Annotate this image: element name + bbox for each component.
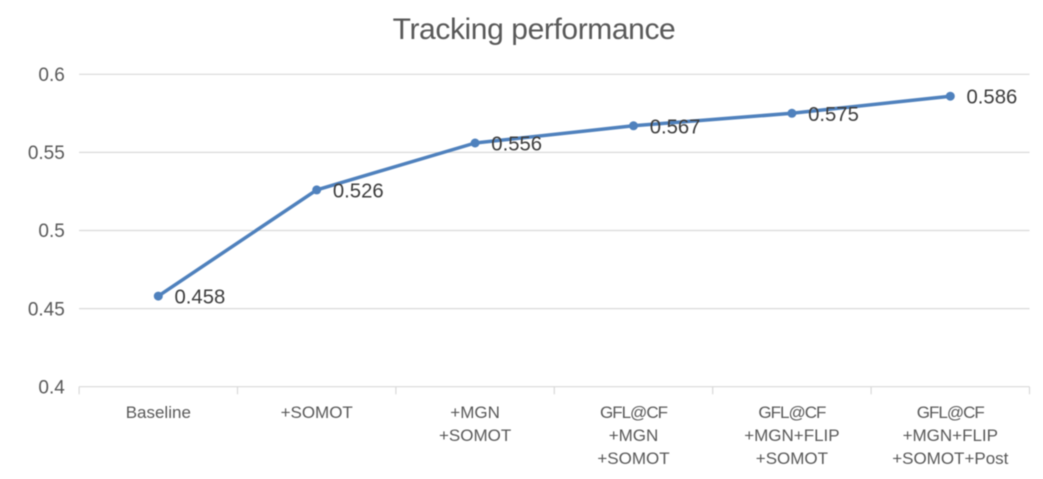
svg-text:0.556: 0.556 bbox=[491, 134, 542, 156]
svg-text:Baseline: Baseline bbox=[126, 403, 191, 422]
svg-text:+MGN: +MGN bbox=[609, 426, 659, 445]
svg-text:+SOMOT: +SOMOT bbox=[756, 449, 828, 468]
svg-text:0.458: 0.458 bbox=[175, 287, 226, 309]
svg-text:0.4: 0.4 bbox=[38, 377, 65, 398]
svg-text:+MGN+FLIP: +MGN+FLIP bbox=[903, 426, 998, 445]
svg-text:0.586: 0.586 bbox=[967, 87, 1018, 109]
svg-text:+MGN: +MGN bbox=[450, 403, 500, 422]
svg-text:0.575: 0.575 bbox=[808, 104, 859, 126]
svg-text:0.45: 0.45 bbox=[28, 299, 65, 320]
svg-text:0.55: 0.55 bbox=[28, 143, 65, 164]
svg-text:GFL@CF: GFL@CF bbox=[917, 403, 985, 422]
svg-text:GFL@CF: GFL@CF bbox=[600, 403, 668, 422]
svg-text:0.526: 0.526 bbox=[333, 180, 384, 202]
svg-text:0.567: 0.567 bbox=[650, 116, 701, 138]
svg-text:+SOMOT: +SOMOT bbox=[597, 449, 669, 468]
svg-text:+SOMOT+Post: +SOMOT+Post bbox=[892, 449, 1008, 468]
svg-text:0.5: 0.5 bbox=[38, 221, 64, 242]
svg-text:+SOMOT: +SOMOT bbox=[439, 426, 511, 445]
svg-text:Tracking performance: Tracking performance bbox=[393, 13, 676, 46]
svg-text:GFL@CF: GFL@CF bbox=[758, 403, 826, 422]
svg-text:+SOMOT: +SOMOT bbox=[281, 403, 353, 422]
svg-text:+MGN+FLIP: +MGN+FLIP bbox=[744, 426, 839, 445]
svg-text:0.6: 0.6 bbox=[38, 65, 64, 86]
